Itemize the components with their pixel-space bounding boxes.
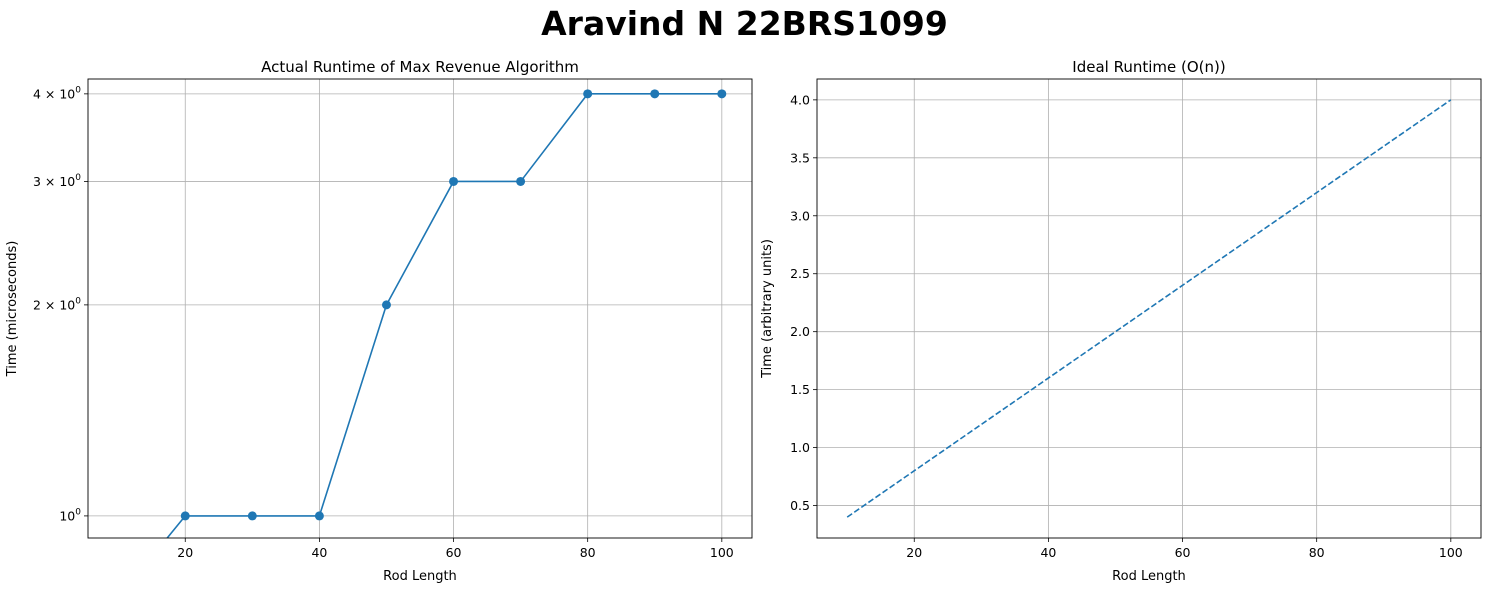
y-tick-label: 2.5 [790, 266, 810, 281]
data-point [583, 89, 593, 99]
y-tick-label: 4.0 [790, 92, 810, 107]
y-tick-label: 1.5 [790, 382, 810, 397]
x-tick-label: 20 [177, 545, 193, 560]
chart-title: Actual Runtime of Max Revenue Algorithm [261, 58, 579, 76]
chart-actual-runtime: 20 40 60 80 100 100 2 × 100 3 × 100 4 × 100 Actua… [5, 58, 753, 584]
x-tick-label: 60 [446, 545, 462, 560]
y-tick-label: 4 × 100 [33, 85, 81, 101]
y-tick-label: 0.5 [790, 498, 810, 513]
y-tick-label: 1.0 [790, 440, 810, 455]
series-line [166, 93, 722, 538]
y-tick-label: 3.5 [790, 150, 810, 165]
y-tick-label: 100 [59, 507, 81, 523]
x-tick-label: 40 [1040, 545, 1056, 560]
data-point [180, 511, 190, 521]
x-tick-label: 100 [1439, 545, 1463, 560]
data-point [449, 176, 459, 186]
chart-title: Ideal Runtime (O(n)) [1072, 58, 1225, 76]
y-tick-label: 3 × 100 [33, 173, 81, 189]
x-tick-label: 20 [906, 545, 922, 560]
data-point [381, 300, 391, 310]
series-line [846, 99, 1452, 518]
series-group [166, 89, 727, 538]
series-group [846, 99, 1452, 518]
y-tick-label: 2 × 100 [33, 296, 81, 312]
x-tick-label: 100 [710, 545, 734, 560]
y-axis-label: Time (microseconds) [5, 241, 20, 378]
x-tick-label: 80 [1309, 545, 1325, 560]
x-axis-label: Rod Length [1112, 569, 1186, 584]
chart-ideal-runtime: 20 40 60 80 100 0.5 1.0 1.5 2.0 2.5 3.0 3.5 4.0 Ideal… [760, 58, 1482, 584]
x-tick-label: 80 [580, 545, 596, 560]
data-point [247, 511, 257, 521]
y-axis-label: Time (arbitrary units) [760, 239, 775, 379]
data-point [516, 176, 526, 186]
data-point [314, 511, 324, 521]
axes-frame [816, 78, 1482, 539]
y-tick-label: 3.0 [790, 208, 810, 223]
y-tick-label: 2.0 [790, 324, 810, 339]
axes-frame [87, 78, 753, 539]
figure-title: Aravind N 22BRS1099 [541, 4, 948, 43]
data-point [717, 89, 727, 99]
x-tick-label: 40 [311, 545, 327, 560]
data-point [650, 89, 660, 99]
x-axis-label: Rod Length [383, 569, 457, 584]
x-tick-label: 60 [1175, 545, 1191, 560]
